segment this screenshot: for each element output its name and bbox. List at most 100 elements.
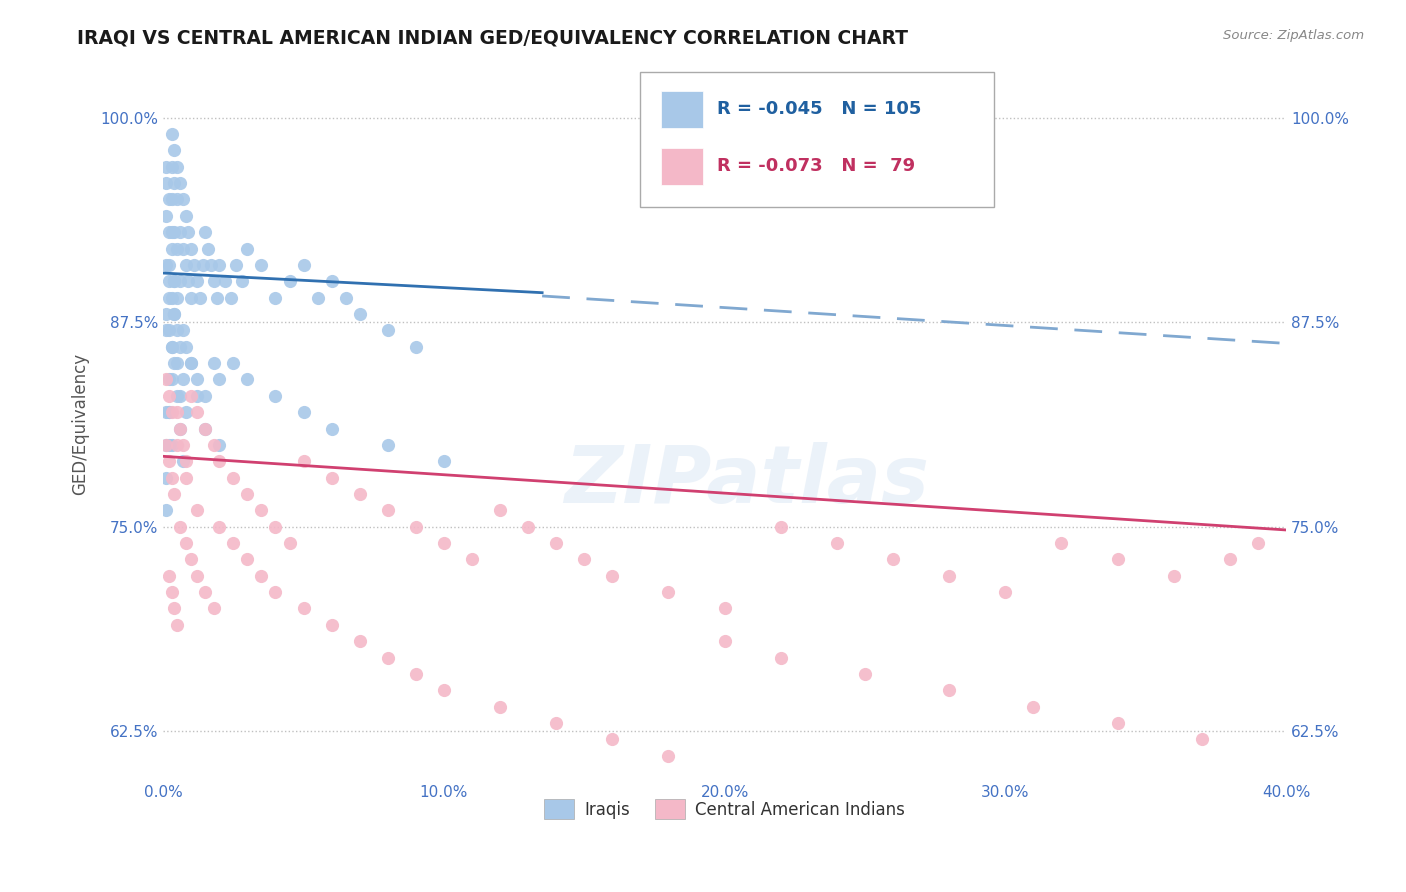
Point xyxy=(174,470,197,484)
Point xyxy=(174,405,197,419)
Point xyxy=(657,748,679,763)
Point xyxy=(155,470,177,484)
Point xyxy=(208,519,231,533)
Point xyxy=(208,454,231,468)
Point xyxy=(169,421,191,435)
Point xyxy=(155,258,177,272)
Text: R = -0.073   N =  79: R = -0.073 N = 79 xyxy=(717,157,915,175)
Point xyxy=(321,470,343,484)
Point xyxy=(163,356,186,370)
Point xyxy=(157,323,180,337)
Point xyxy=(186,389,208,403)
Point xyxy=(183,258,205,272)
Point xyxy=(405,340,427,354)
Point xyxy=(194,421,217,435)
Point xyxy=(166,356,188,370)
Point xyxy=(163,144,186,158)
Point xyxy=(160,470,183,484)
Point xyxy=(461,552,484,566)
Point xyxy=(169,274,191,288)
Point xyxy=(180,356,202,370)
Point xyxy=(202,356,225,370)
Point xyxy=(155,176,177,190)
Point xyxy=(163,274,186,288)
Point xyxy=(172,323,194,337)
Point xyxy=(172,454,194,468)
Point xyxy=(155,438,177,452)
Point xyxy=(231,274,253,288)
Point xyxy=(1022,699,1045,714)
Point xyxy=(172,372,194,386)
Point xyxy=(219,291,242,305)
Point xyxy=(160,405,183,419)
Point xyxy=(1107,552,1129,566)
Point xyxy=(278,536,301,550)
Point xyxy=(208,258,231,272)
Text: Source: ZipAtlas.com: Source: ZipAtlas.com xyxy=(1223,29,1364,42)
Point xyxy=(321,274,343,288)
Point xyxy=(155,438,177,452)
Point xyxy=(163,176,186,190)
Point xyxy=(433,454,456,468)
Point xyxy=(166,389,188,403)
Point xyxy=(157,193,180,207)
Point xyxy=(180,242,202,256)
Point xyxy=(172,193,194,207)
Point xyxy=(202,601,225,615)
FancyBboxPatch shape xyxy=(661,147,703,185)
Point xyxy=(250,258,273,272)
Point xyxy=(994,585,1017,599)
Point xyxy=(292,405,315,419)
Point xyxy=(1050,536,1073,550)
Point xyxy=(160,585,183,599)
Point xyxy=(194,421,217,435)
Point xyxy=(938,683,960,698)
Point xyxy=(349,307,371,321)
Text: R = -0.045   N = 105: R = -0.045 N = 105 xyxy=(717,100,921,118)
Point xyxy=(155,372,177,386)
Point xyxy=(377,438,399,452)
Point xyxy=(166,291,188,305)
Point xyxy=(769,650,792,665)
Point xyxy=(155,405,177,419)
Point xyxy=(1107,716,1129,731)
FancyBboxPatch shape xyxy=(661,91,703,128)
Point xyxy=(163,487,186,501)
Point xyxy=(713,601,735,615)
Point xyxy=(405,519,427,533)
Point xyxy=(264,519,287,533)
Point xyxy=(166,618,188,632)
Point xyxy=(264,389,287,403)
Point xyxy=(157,438,180,452)
Point xyxy=(222,536,245,550)
Point xyxy=(214,274,236,288)
Point xyxy=(200,258,222,272)
Point xyxy=(657,585,679,599)
Point xyxy=(278,274,301,288)
Point xyxy=(163,225,186,239)
Point xyxy=(825,536,848,550)
Text: IRAQI VS CENTRAL AMERICAN INDIAN GED/EQUIVALENCY CORRELATION CHART: IRAQI VS CENTRAL AMERICAN INDIAN GED/EQU… xyxy=(77,29,908,47)
Point xyxy=(155,160,177,174)
FancyBboxPatch shape xyxy=(640,72,994,207)
Point xyxy=(194,585,217,599)
Point xyxy=(166,323,188,337)
Point xyxy=(160,193,183,207)
Point xyxy=(574,552,596,566)
Point xyxy=(155,503,177,517)
Point xyxy=(160,127,183,141)
Point xyxy=(321,421,343,435)
Point xyxy=(157,372,180,386)
Point xyxy=(180,389,202,403)
Point xyxy=(222,470,245,484)
Point xyxy=(160,225,183,239)
Point xyxy=(377,323,399,337)
Point xyxy=(208,372,231,386)
Point xyxy=(377,503,399,517)
Point xyxy=(166,438,188,452)
Point xyxy=(1247,536,1270,550)
Legend: Iraqis, Central American Indians: Iraqis, Central American Indians xyxy=(537,793,911,825)
Point xyxy=(517,519,540,533)
Point xyxy=(600,732,623,747)
Point xyxy=(405,667,427,681)
